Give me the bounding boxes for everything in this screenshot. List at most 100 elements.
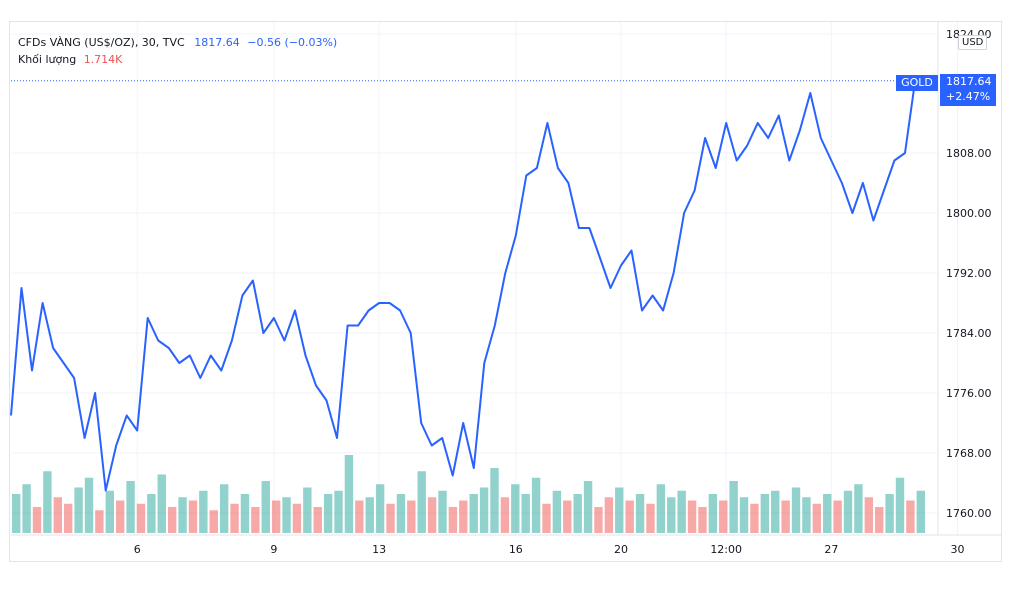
volume-bar	[479, 487, 489, 533]
volume-bar	[313, 507, 322, 533]
volume-bar	[687, 500, 697, 533]
volume-bar	[656, 484, 666, 533]
ticker-badge: GOLD	[896, 75, 938, 91]
volume-bar	[63, 503, 73, 533]
y-tick-label: 1792.00	[946, 267, 992, 280]
x-tick-label: 16	[509, 543, 523, 556]
price-change: −0.56 (−0.03%)	[247, 36, 338, 49]
price-line	[10, 77, 927, 492]
volume-bar	[500, 497, 510, 533]
volume-bar	[552, 490, 562, 533]
volume-bar	[355, 500, 364, 533]
volume-bar	[635, 494, 645, 533]
volume-bar	[438, 490, 447, 533]
volume-bar	[282, 497, 291, 533]
volume-bar	[511, 484, 520, 533]
volume-bars	[12, 455, 925, 533]
volume-bar	[147, 494, 156, 533]
price-badge-value: 1817.64	[946, 75, 992, 88]
x-tick-label: 12:00	[710, 543, 742, 556]
volume-bar	[427, 497, 437, 533]
volume-bar	[240, 494, 250, 533]
time-axis: 6 9 13 16 20 12:00 27 30	[11, 534, 1001, 556]
volume-bar	[375, 484, 385, 533]
last-price: 1817.64	[194, 36, 240, 49]
y-tick-label: 1808.00	[946, 147, 992, 160]
volume-bar	[833, 500, 842, 533]
y-tick-label: 1776.00	[946, 387, 992, 400]
y-tick-label: 1800.00	[946, 207, 992, 220]
volume-bar	[698, 507, 707, 533]
x-tick-label: 20	[614, 543, 628, 556]
volume-bar	[12, 494, 21, 533]
y-tick-label: 1760.00	[946, 507, 992, 520]
volume-bar	[823, 494, 832, 533]
volume-bar	[594, 507, 603, 533]
volume-bar	[916, 490, 925, 533]
volume-bar	[344, 455, 354, 533]
currency-button[interactable]: USD	[958, 35, 988, 50]
volume-bar	[583, 481, 593, 533]
volume-bar	[812, 503, 822, 533]
volume-bar	[365, 497, 374, 533]
volume-bar	[895, 477, 905, 533]
volume-bar	[271, 500, 281, 533]
volume-bar	[708, 494, 718, 533]
volume-bar	[459, 500, 468, 533]
volume-bar	[167, 507, 177, 533]
volume-bar	[719, 500, 728, 533]
y-tick-label: 1768.00	[946, 447, 992, 460]
volume-bar	[760, 494, 770, 533]
volume-bar	[802, 497, 811, 533]
volume-bar	[95, 510, 104, 533]
volume-bar	[843, 490, 853, 533]
volume-bar	[323, 494, 333, 533]
x-tick-label: 27	[824, 543, 838, 556]
price-badge: 1817.64 +2.47%	[940, 74, 996, 106]
volume-bar	[625, 500, 634, 533]
volume-bar	[521, 494, 530, 533]
volume-bar	[188, 500, 198, 533]
volume-bar	[677, 490, 686, 533]
volume-bar	[448, 507, 458, 533]
y-tick-label: 1784.00	[946, 327, 992, 340]
volume-bar	[292, 503, 302, 533]
volume-bar	[126, 481, 135, 533]
volume-bar	[334, 490, 343, 533]
volume-bar	[531, 477, 541, 533]
volume-bar	[604, 497, 614, 533]
volume-bar	[646, 503, 655, 533]
volume-bar	[209, 510, 218, 533]
volume-bar	[573, 494, 582, 533]
chart-frame	[9, 21, 1002, 562]
volume-bar	[615, 487, 624, 533]
chart-legend: CFDs VÀNG (US$/OZ), 30, TVC 1817.64 −0.5…	[18, 34, 337, 68]
volume-bar	[864, 497, 874, 533]
volume-bar	[157, 474, 166, 533]
volume-bar	[74, 487, 83, 533]
volume-bar	[386, 503, 395, 533]
volume-bar	[199, 490, 208, 533]
symbol-title[interactable]: CFDs VÀNG (US$/OZ), 30, TVC	[18, 36, 185, 49]
volume-bar	[875, 507, 884, 533]
volume-bar	[791, 487, 801, 533]
volume-bar	[667, 497, 676, 533]
chart-grid	[11, 22, 959, 535]
volume-bar	[563, 500, 572, 533]
price-badge-change: +2.47%	[946, 90, 991, 103]
volume-bar	[32, 507, 42, 533]
volume-bar	[219, 484, 229, 533]
volume-bar	[22, 484, 31, 533]
volume-bar	[115, 500, 125, 533]
volume-bar	[178, 497, 187, 533]
volume-bar	[53, 497, 62, 533]
volume-bar	[750, 503, 759, 533]
volume-bar	[136, 503, 146, 533]
volume-bar	[396, 494, 406, 533]
volume-bar	[84, 477, 94, 533]
volume-bar	[771, 490, 780, 533]
volume-bar	[542, 503, 551, 533]
x-tick-label: 13	[372, 543, 386, 556]
volume-label[interactable]: Khối lượng	[18, 53, 77, 66]
